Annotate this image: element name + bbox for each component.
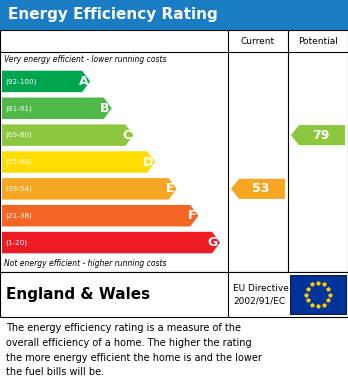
Text: B: B	[100, 102, 110, 115]
Text: Not energy efficient - higher running costs: Not energy efficient - higher running co…	[4, 260, 166, 269]
Polygon shape	[2, 232, 220, 253]
Text: (21-38): (21-38)	[5, 212, 32, 219]
Text: 53: 53	[252, 182, 270, 196]
Bar	[290, 275, 346, 314]
Text: Energy Efficiency Rating: Energy Efficiency Rating	[8, 7, 218, 23]
Text: EU Directive
2002/91/EC: EU Directive 2002/91/EC	[233, 284, 289, 305]
Bar	[0, 0, 348, 30]
Text: (55-68): (55-68)	[5, 159, 32, 165]
Text: (39-54): (39-54)	[5, 186, 32, 192]
Text: Current: Current	[241, 36, 275, 45]
Text: (81-91): (81-91)	[5, 105, 32, 111]
Text: The energy efficiency rating is a measure of the
overall efficiency of a home. T: The energy efficiency rating is a measur…	[6, 323, 262, 377]
Text: (92-100): (92-100)	[5, 78, 37, 85]
Text: A: A	[78, 75, 88, 88]
Text: G: G	[208, 236, 218, 249]
Polygon shape	[291, 125, 345, 145]
Text: (69-80): (69-80)	[5, 132, 32, 138]
Bar	[0, 30, 348, 272]
Text: 79: 79	[312, 129, 330, 142]
Text: C: C	[122, 129, 132, 142]
Text: E: E	[166, 182, 175, 196]
Polygon shape	[2, 97, 112, 119]
Text: England & Wales: England & Wales	[6, 287, 150, 302]
Polygon shape	[231, 179, 285, 199]
Polygon shape	[2, 124, 133, 146]
Text: Potential: Potential	[298, 36, 338, 45]
Polygon shape	[2, 205, 198, 226]
Polygon shape	[2, 178, 177, 199]
Text: F: F	[188, 209, 196, 222]
Text: Very energy efficient - lower running costs: Very energy efficient - lower running co…	[4, 56, 166, 65]
Polygon shape	[2, 151, 155, 173]
Text: (1-20): (1-20)	[5, 239, 27, 246]
Text: D: D	[143, 156, 153, 169]
Polygon shape	[2, 71, 90, 92]
Bar	[0, 272, 348, 317]
